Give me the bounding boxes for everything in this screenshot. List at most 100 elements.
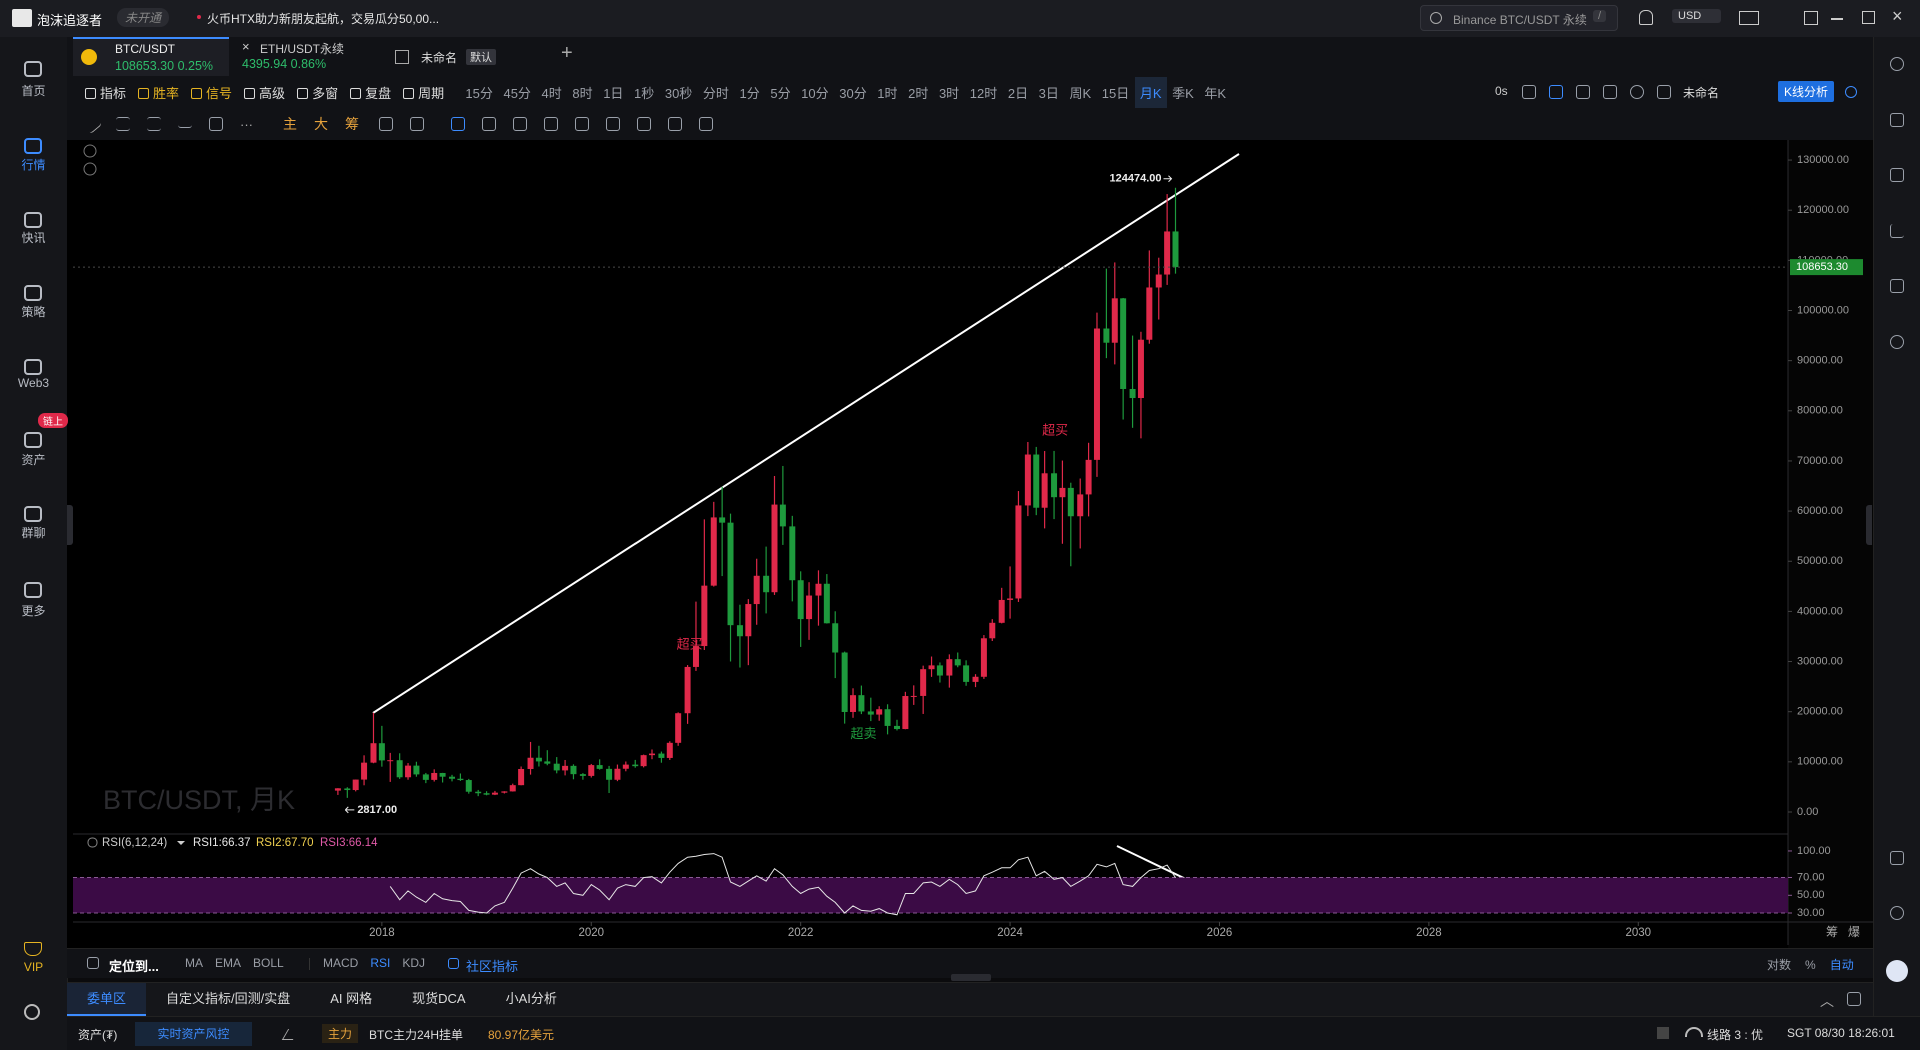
bottom-tab[interactable]: 委单区 <box>67 983 147 1016</box>
tool[interactable]: 高级 <box>244 83 285 102</box>
screenshot[interactable] <box>1603 85 1617 99</box>
indicator[interactable]: EMA <box>215 956 242 970</box>
calendar[interactable] <box>87 957 99 969</box>
nav-label[interactable]: 策略 <box>21 305 46 319</box>
mode[interactable]: 筹 <box>345 116 359 132</box>
expand[interactable] <box>83 162 97 176</box>
r6[interactable] <box>1890 335 1904 349</box>
drawn-trendline[interactable] <box>372 153 1240 714</box>
community[interactable]: 社区指标 <box>466 959 519 974</box>
trend-line[interactable] <box>82 114 102 134</box>
window-pin[interactable] <box>1804 11 1818 25</box>
t1[interactable] <box>379 117 393 131</box>
edit-icon[interactable] <box>281 1029 300 1040</box>
mode[interactable]: 主 <box>283 116 297 132</box>
indicator[interactable]: MA <box>185 956 203 970</box>
t8[interactable] <box>606 117 620 131</box>
interval[interactable]: 30秒 <box>664 85 693 101</box>
analysis-button[interactable]: K线分析 <box>1778 81 1835 102</box>
nav-icon[interactable] <box>24 285 42 301</box>
interval[interactable]: 1秒 <box>634 85 655 101</box>
bottom-tab[interactable]: 现货DCA <box>412 991 466 1006</box>
settings[interactable] <box>1630 85 1644 99</box>
interval[interactable]: 3日 <box>1038 85 1059 101</box>
r4[interactable] <box>1890 224 1904 238</box>
nav-label[interactable]: 快讯 <box>21 231 46 245</box>
interval[interactable]: 2时 <box>908 85 929 101</box>
indicator[interactable]: KDJ <box>402 956 426 970</box>
interval[interactable]: 8时 <box>572 85 593 101</box>
r3[interactable] <box>1890 168 1904 182</box>
mode[interactable]: 大 <box>314 116 328 132</box>
interval[interactable]: 分时 <box>702 85 729 101</box>
dropdown[interactable] <box>177 841 185 845</box>
layout-name[interactable]: 未命名 <box>421 51 458 65</box>
t7[interactable] <box>575 117 589 131</box>
nav-icon[interactable] <box>24 432 42 448</box>
resize-handle[interactable] <box>951 974 991 981</box>
fib[interactable] <box>147 117 161 131</box>
interval[interactable]: 5分 <box>770 85 791 101</box>
pen[interactable] <box>1549 85 1563 99</box>
scale-option[interactable]: 自动 <box>1829 958 1854 972</box>
nav-label[interactable]: 行情 <box>21 158 46 172</box>
indicator[interactable]: MACD <box>323 956 359 970</box>
r1[interactable] <box>1890 57 1904 71</box>
tab-close[interactable]: × <box>242 39 250 54</box>
share[interactable] <box>1845 86 1857 98</box>
interval[interactable]: 15日 <box>1101 85 1130 101</box>
layout-icon[interactable] <box>395 50 409 64</box>
parallel[interactable] <box>116 117 130 131</box>
scale-option[interactable]: 对数 <box>1767 958 1792 972</box>
nav-label[interactable]: 资产 <box>21 453 46 467</box>
interval[interactable]: 12时 <box>969 85 998 101</box>
t6[interactable] <box>544 117 558 131</box>
nav-label[interactable]: 首页 <box>21 84 46 98</box>
t9[interactable] <box>637 117 651 131</box>
interval[interactable]: 月K <box>1134 76 1167 108</box>
template[interactable]: 未命名 <box>1683 86 1720 100</box>
nav-label[interactable]: 群聊 <box>21 526 46 540</box>
nav-label[interactable]: 更多 <box>21 604 46 618</box>
assets[interactable]: 资产(₮) <box>78 1028 118 1042</box>
t4[interactable] <box>482 117 496 131</box>
bottom-tab[interactable]: 小AI分析 <box>505 991 557 1006</box>
t10[interactable] <box>668 117 682 131</box>
status-pill[interactable]: 未开通 <box>117 8 170 27</box>
indicator[interactable]: RSI <box>370 956 391 970</box>
tool[interactable]: 复盘 <box>350 83 391 102</box>
bottom-tab[interactable]: 自定义指标/回测/实盘 <box>166 991 291 1006</box>
search-box[interactable]: Binance BTC/USDT 永续 / <box>1420 5 1618 31</box>
tool[interactable]: 指标 <box>85 83 126 102</box>
locate[interactable]: 定位到... <box>109 959 159 974</box>
interval[interactable]: 10分 <box>801 85 829 101</box>
nav-icon[interactable] <box>24 506 42 522</box>
popout[interactable] <box>1847 992 1861 1006</box>
nav-icon[interactable] <box>24 138 42 154</box>
t11[interactable] <box>699 117 713 131</box>
t5[interactable] <box>513 117 527 131</box>
nav-icon[interactable] <box>24 61 42 77</box>
interval[interactable]: 1时 <box>877 85 898 101</box>
tool[interactable]: 多窗 <box>297 83 338 102</box>
settings-icon[interactable] <box>24 1004 40 1020</box>
camera[interactable] <box>1522 85 1536 99</box>
nav-icon[interactable] <box>24 212 42 228</box>
vip-label[interactable]: VIP <box>23 960 44 974</box>
currency-select[interactable]: USD <box>1672 9 1722 23</box>
interval[interactable]: 2日 <box>1007 85 1029 101</box>
collapse-right[interactable] <box>1866 505 1872 545</box>
vip-icon[interactable] <box>24 942 42 956</box>
r5[interactable] <box>1890 279 1904 293</box>
collapse-left[interactable] <box>67 505 73 545</box>
status-icon[interactable] <box>1657 1027 1669 1039</box>
nav-label[interactable]: Web3 <box>17 376 50 390</box>
nav-icon[interactable] <box>24 359 42 375</box>
interval[interactable]: 1分 <box>739 85 760 101</box>
r2[interactable] <box>1890 113 1904 127</box>
window-max[interactable] <box>1862 11 1875 24</box>
add-tab[interactable]: + <box>561 42 573 64</box>
collapse[interactable]: ︿ <box>1820 993 1834 1009</box>
tab[interactable]: × ETH/USDT永续 4395.94 0.86% <box>232 37 380 76</box>
assistant[interactable] <box>1886 960 1908 982</box>
